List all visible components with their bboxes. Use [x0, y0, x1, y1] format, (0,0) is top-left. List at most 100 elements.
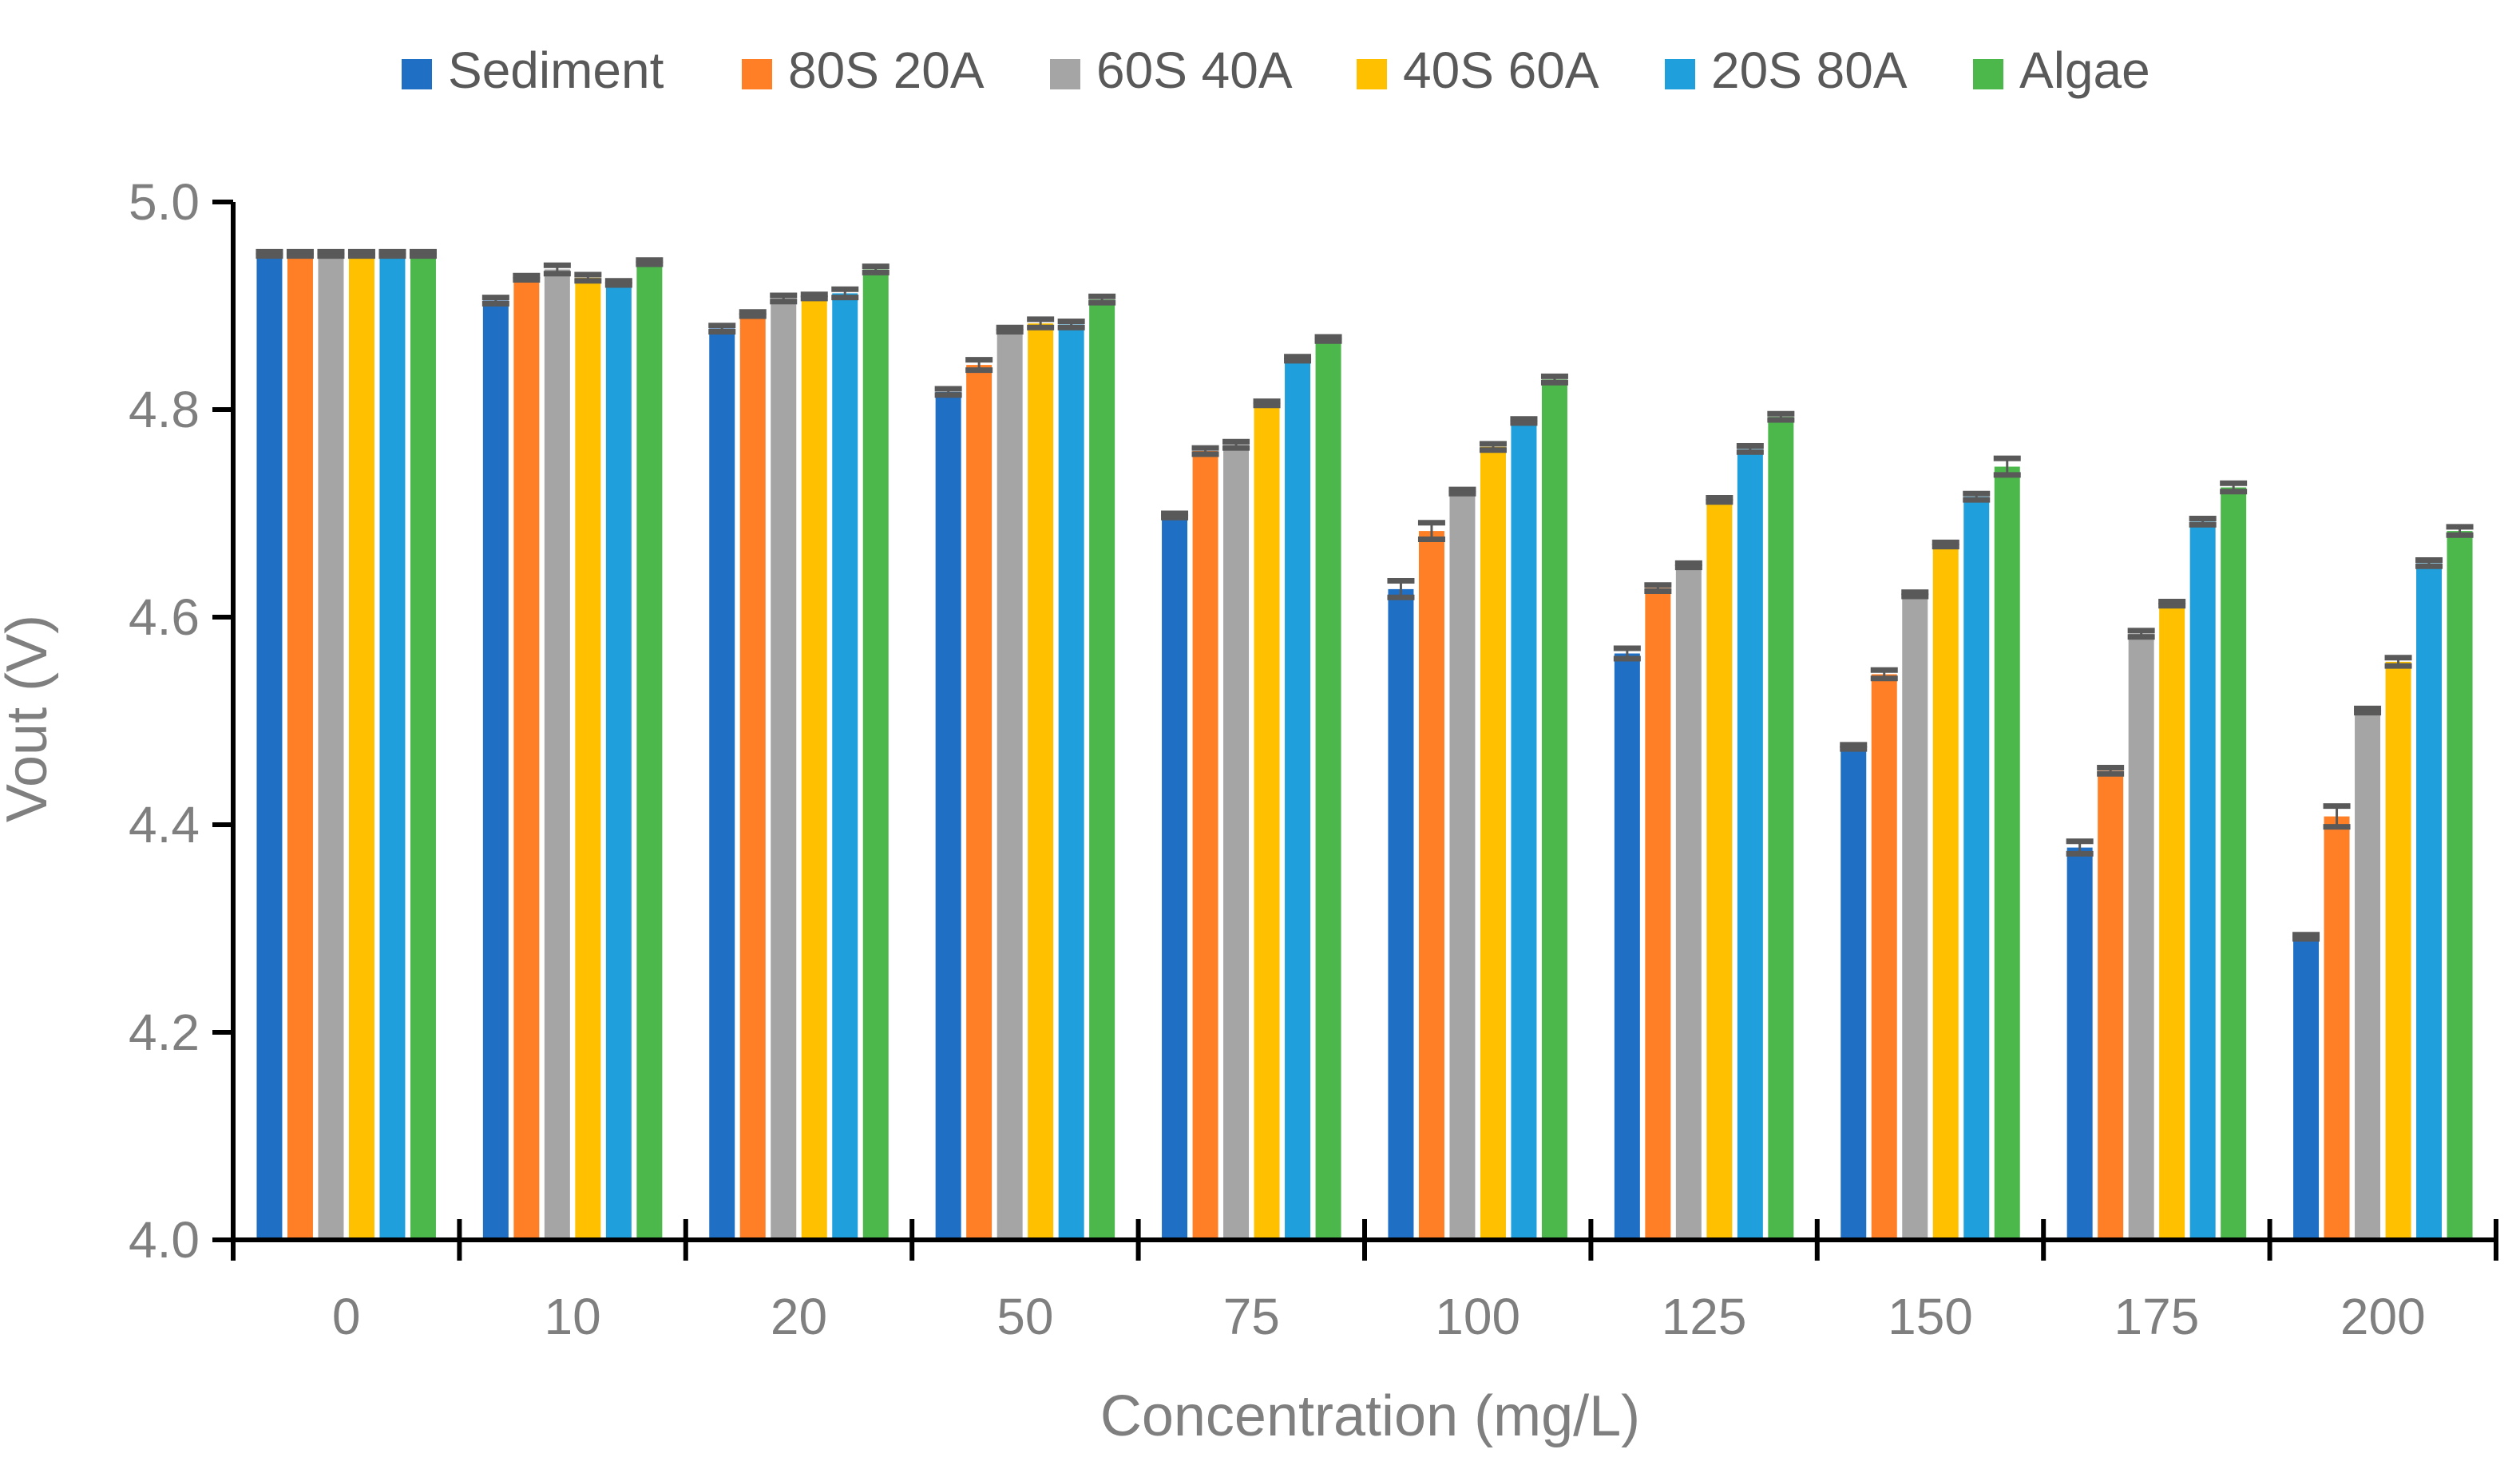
- y-axis-title: Vout (V): [0, 615, 59, 822]
- error-bar-40s-60a-75: [1253, 398, 1281, 409]
- legend-label: 20S 80A: [1711, 42, 1908, 99]
- bar-algae-20: [862, 269, 889, 1240]
- error-bar-80s-20a-175: [2097, 765, 2125, 777]
- legend-label: Algae: [2019, 42, 2150, 99]
- error-bar-20s-80a-10: [604, 278, 632, 288]
- legend-swatch: [1050, 59, 1080, 89]
- error-bar-60s-40a-100: [1448, 486, 1476, 497]
- bar-60s-40a-20: [771, 298, 797, 1240]
- error-bar-40s-60a-100: [1479, 441, 1507, 453]
- legend-label: 60S 40A: [1096, 42, 1293, 99]
- error-bar-sediment-50: [934, 386, 962, 398]
- bar-algae-175: [2221, 487, 2247, 1240]
- bar-60s-40a-175: [2128, 633, 2154, 1240]
- error-bars-layer: [256, 248, 2474, 942]
- error-bar-80s-20a-50: [965, 357, 993, 374]
- x-tick-label: 150: [1888, 1288, 1973, 1345]
- error-bar-60s-40a-10: [543, 262, 571, 277]
- bar-algae-150: [1994, 466, 2020, 1240]
- legend-swatch: [1357, 59, 1387, 89]
- bar-40s-60a-125: [1706, 500, 1733, 1240]
- error-bar-80s-20a-150: [1870, 667, 1898, 682]
- error-bar-40s-60a-50: [1027, 316, 1055, 331]
- error-bar-80s-20a-100: [1417, 520, 1445, 542]
- error-bar-sediment-150: [1840, 742, 1868, 752]
- legend-item-algae: Algae: [1973, 42, 2150, 99]
- error-bar-40s-60a-125: [1706, 495, 1733, 505]
- error-bar-40s-60a-150: [1932, 539, 1959, 550]
- bar-80s-20a-10: [513, 277, 540, 1240]
- error-bar-20s-80a-200: [2415, 557, 2443, 569]
- y-tick-label: 4.8: [129, 381, 200, 438]
- bar-20s-80a-100: [1511, 421, 1537, 1240]
- error-bar-sediment-175: [2066, 838, 2094, 857]
- bar-60s-40a-200: [2355, 711, 2381, 1240]
- error-bar-algae-75: [1314, 334, 1342, 344]
- x-tick-label: 200: [2340, 1288, 2426, 1345]
- bar-80s-20a-75: [1192, 451, 1218, 1240]
- bar-sediment-75: [1162, 515, 1188, 1240]
- bar-algae-0: [410, 254, 436, 1240]
- bar-80s-20a-200: [2324, 816, 2350, 1240]
- error-bar-40s-60a-200: [2384, 655, 2412, 669]
- bars-layer: [256, 254, 2473, 1241]
- y-tick-label: 4.4: [129, 796, 200, 853]
- error-bar-80s-20a-20: [739, 309, 767, 319]
- bar-80s-20a-50: [966, 365, 993, 1241]
- x-tick-label: 20: [771, 1288, 827, 1345]
- x-tick-label: 75: [1223, 1288, 1280, 1345]
- bar-80s-20a-150: [1871, 674, 1897, 1240]
- y-tick-label: 4.0: [129, 1211, 200, 1269]
- error-bar-algae-200: [2446, 524, 2474, 538]
- bar-80s-20a-20: [739, 314, 766, 1240]
- bar-20s-80a-175: [2189, 521, 2216, 1240]
- bar-80s-20a-175: [2098, 770, 2124, 1240]
- legend: Sediment 80S 20A 60S 40A 40S 60A 20S 80A Alga…: [402, 42, 2150, 99]
- error-bar-algae-150: [1993, 455, 2021, 478]
- error-bar-60s-40a-75: [1222, 438, 1250, 451]
- plot-area: 4.0 4.2 4.4 4.6 4.8 5.0 0 10 20 50 75 100 125 150 175 2…: [129, 173, 2498, 1345]
- error-bar-sediment-75: [1161, 510, 1189, 521]
- legend-swatch: [742, 59, 772, 89]
- error-bar-80s-20a-0: [286, 248, 314, 259]
- error-bar-sediment-10: [481, 295, 509, 307]
- error-bar-60s-40a-20: [770, 292, 798, 305]
- bar-20s-80a-20: [832, 293, 858, 1240]
- bar-60s-40a-75: [1223, 445, 1250, 1240]
- bar-80s-20a-100: [1418, 531, 1444, 1240]
- error-bar-80s-20a-200: [2323, 803, 2351, 830]
- error-bar-80s-20a-125: [1644, 582, 1672, 594]
- error-bar-80s-20a-75: [1191, 445, 1219, 457]
- error-bar-20s-80a-20: [831, 286, 859, 301]
- error-bar-20s-80a-50: [1057, 319, 1085, 331]
- error-bar-20s-80a-175: [2189, 516, 2217, 528]
- bar-40s-60a-10: [575, 277, 601, 1240]
- bar-80s-20a-0: [287, 254, 313, 1240]
- bar-60s-40a-50: [997, 329, 1023, 1240]
- bar-40s-60a-20: [801, 296, 827, 1240]
- bar-60s-40a-150: [1902, 594, 1928, 1240]
- bar-40s-60a-50: [1028, 323, 1054, 1241]
- error-bar-20s-80a-150: [1963, 490, 1991, 503]
- legend-item-40s-60a: 40S 60A: [1357, 42, 1599, 99]
- error-bar-20s-80a-100: [1510, 416, 1538, 426]
- bar-sediment-125: [1614, 653, 1640, 1240]
- bar-60s-40a-125: [1675, 565, 1702, 1240]
- bar-40s-60a-175: [2159, 604, 2185, 1240]
- error-bar-60s-40a-175: [2127, 628, 2155, 640]
- x-tick-label: 125: [1662, 1288, 1747, 1345]
- error-bar-60s-40a-125: [1674, 560, 1702, 571]
- bar-80s-20a-125: [1645, 588, 1671, 1240]
- error-bar-80s-20a-10: [513, 272, 541, 283]
- error-bar-algae-175: [2220, 480, 2248, 495]
- bar-sediment-0: [256, 254, 283, 1240]
- legend-swatch: [402, 59, 432, 89]
- error-bar-60s-40a-150: [1901, 589, 1929, 600]
- bar-20s-80a-0: [379, 254, 406, 1240]
- legend-label: 80S 20A: [788, 42, 985, 99]
- bar-60s-40a-0: [318, 254, 344, 1240]
- error-bar-20s-80a-75: [1284, 354, 1312, 364]
- error-bar-algae-50: [1088, 293, 1116, 306]
- bar-sediment-50: [935, 391, 961, 1240]
